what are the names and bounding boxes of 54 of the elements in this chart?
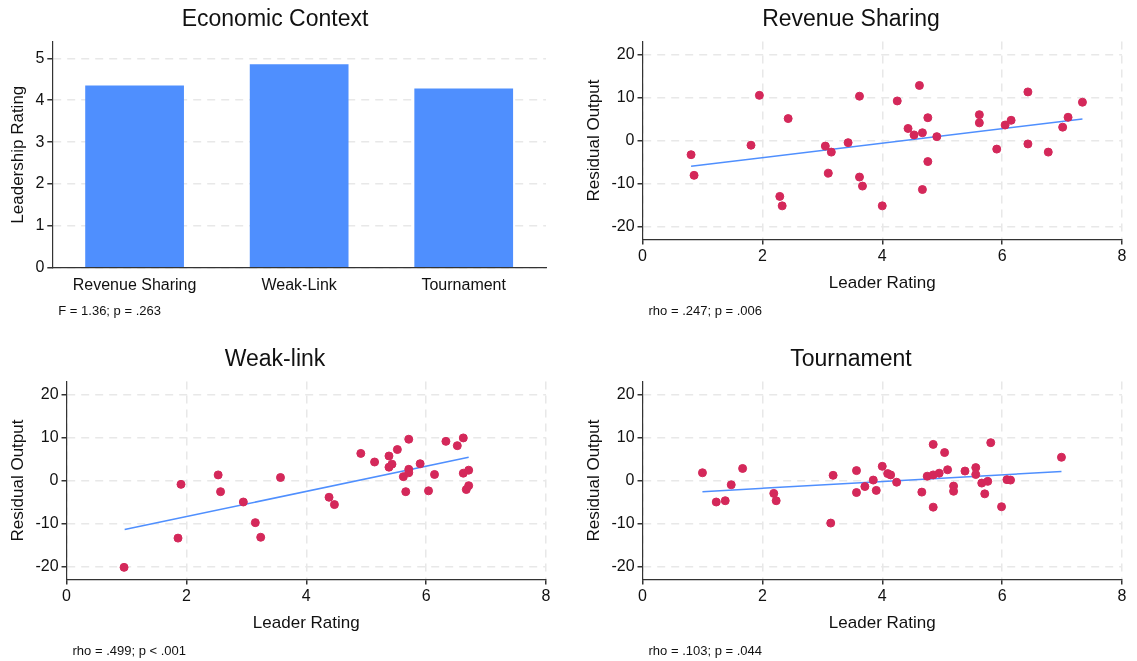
x-tick-label: 6 [421,587,431,605]
y-tick-label: 10 [616,87,635,105]
x-tick-label: Tournament [421,275,507,293]
x-axis-title: Leader Rating [252,613,360,633]
x-tick-label: 4 [877,247,887,265]
x-tick-label: 2 [757,587,767,605]
x-tick-label: 2 [757,247,767,265]
x-tick-label: 0 [638,587,648,605]
chart-title: Revenue Sharing [762,5,940,32]
y-tick-label: 0 [625,130,635,148]
y-tick-label: 0 [35,258,45,276]
y-tick-label: -10 [611,513,635,531]
y-tick-label: 10 [40,427,59,445]
y-tick-label: 3 [35,132,45,150]
y-axis-title: Residual Output [583,419,603,542]
x-tick-label: 0 [62,587,72,605]
text: rho = .247; p = .006 [648,303,763,319]
x-tick-label: 4 [301,587,311,605]
text: rho = .103; p = .044 [648,643,763,659]
y-tick-label: -10 [35,513,59,531]
y-tick-label: 2 [35,174,45,192]
chart-title: Economic Context [181,5,369,32]
y-tick-label: 1 [35,216,45,234]
y-tick-label: -10 [611,173,635,191]
x-tick-label: 6 [997,587,1007,605]
text: F = 1.36; p = .263 [58,303,161,319]
y-tick-label: 20 [616,384,635,402]
text: rho = .499; p < .001 [72,643,187,659]
chart-title: Weak-link [224,345,326,372]
x-tick-label: Weak-Link [261,275,338,293]
y-tick-label: 0 [49,470,59,488]
x-axis-title: Leader Rating [828,613,936,633]
y-tick-label: 4 [35,90,45,108]
y-tick-label: 20 [616,44,635,62]
y-tick-label: -20 [611,216,635,234]
y-axis-title: Leadership Rating [7,85,27,224]
x-tick-label: 2 [181,587,191,605]
y-tick-label: 20 [40,384,59,402]
x-tick-label: 8 [1117,247,1127,265]
y-tick-label: 10 [616,427,635,445]
chart-title: Tournament [790,345,913,372]
x-tick-label: 4 [877,587,887,605]
x-tick-label: 8 [1117,587,1127,605]
y-tick-label: 0 [625,470,635,488]
y-axis-title: Residual Output [583,79,603,202]
x-tick-label: 6 [997,247,1007,265]
x-tick-label: 0 [638,247,648,265]
x-tick-label: Revenue Sharing [72,275,197,293]
x-tick-label: 8 [541,587,551,605]
y-tick-label: -20 [35,556,59,574]
x-axis-title: Leader Rating [828,273,936,293]
y-axis-title: Residual Output [7,419,27,542]
y-tick-label: 5 [35,48,45,66]
y-tick-label: -20 [611,556,635,574]
